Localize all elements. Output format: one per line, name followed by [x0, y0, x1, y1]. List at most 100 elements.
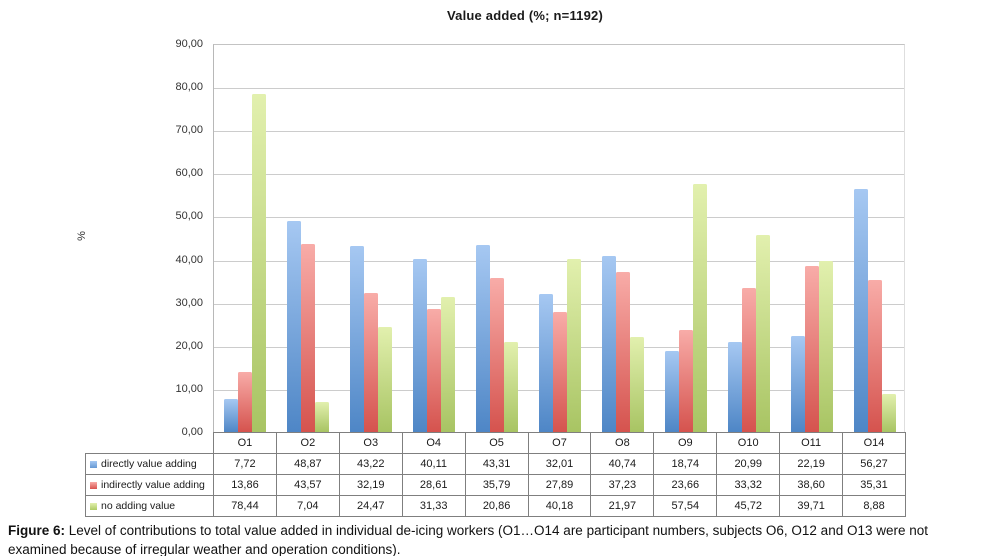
category-cell: O14	[842, 432, 906, 454]
chart-title: Value added (%; n=1192)	[447, 8, 603, 23]
gridline	[214, 131, 904, 133]
value-cell: 23,66	[653, 474, 718, 496]
figure-caption: Figure 6: Level of contributions to tota…	[8, 521, 986, 556]
bar-o10-no-adding-value	[755, 234, 770, 432]
y-tick-label: 80,00	[175, 81, 203, 94]
category-cell: O2	[275, 432, 340, 454]
y-tick-label: 70,00	[175, 124, 203, 137]
y-tick-label: 10,00	[175, 382, 203, 395]
bar-o2-no-adding-value	[315, 401, 330, 432]
bar-o4-no-adding-value	[441, 296, 456, 432]
series-name-label: no adding value	[101, 500, 176, 512]
bar-o7-no-adding-value	[567, 258, 581, 432]
bar-o8-no-adding-value	[629, 337, 644, 432]
legend-cell: directly value adding	[85, 453, 214, 475]
bar-o7-directly-value-adding	[539, 294, 553, 432]
category-header-row: O1 O2 O3 O4 O5 O7 O8 O9 O10 O11 O14	[86, 432, 906, 454]
category-cell: O1	[213, 432, 277, 454]
bar-o3-no-adding-value	[378, 326, 393, 432]
y-tick-label: 40,00	[175, 253, 203, 266]
bar-o9-no-adding-value	[692, 183, 707, 432]
value-cell: 32,01	[527, 453, 592, 475]
bar-o3-directly-value-adding	[350, 245, 365, 432]
value-cell: 35,31	[842, 474, 906, 496]
category-cell: O8	[590, 432, 655, 454]
bar-o10-indirectly-value-adding	[741, 288, 756, 432]
value-cell: 27,89	[527, 474, 592, 496]
series-name-label: directly value adding	[101, 458, 197, 470]
legend-swatch-icon	[90, 482, 97, 489]
category-cell: O10	[716, 432, 781, 454]
plot-area	[213, 44, 905, 432]
gridline	[214, 260, 904, 262]
bar-o1-indirectly-value-adding	[238, 372, 253, 432]
legend-cell: no adding value	[85, 495, 214, 517]
value-cell: 7,04	[275, 495, 340, 517]
legend-swatch-icon	[90, 503, 97, 510]
value-cell: 78,44	[213, 495, 277, 517]
y-tick-label: 60,00	[175, 167, 203, 180]
value-cell: 20,86	[464, 495, 529, 517]
bar-o4-directly-value-adding	[413, 259, 428, 432]
value-cell: 43,57	[275, 474, 340, 496]
value-cell: 40,11	[401, 453, 466, 475]
category-cell: O9	[653, 432, 718, 454]
bar-o14-directly-value-adding	[853, 189, 868, 432]
bar-o11-directly-value-adding	[790, 336, 805, 432]
bar-o3-indirectly-value-adding	[364, 293, 379, 432]
value-cell: 21,97	[590, 495, 655, 517]
value-cell: 13,86	[213, 474, 277, 496]
bar-o9-indirectly-value-adding	[678, 330, 693, 432]
y-tick-label: 20,00	[175, 339, 203, 352]
bar-o14-no-adding-value	[881, 393, 896, 432]
value-cell: 8,88	[842, 495, 906, 517]
value-cell: 24,47	[338, 495, 403, 517]
gridline	[214, 303, 904, 305]
value-cell: 7,72	[213, 453, 277, 475]
table-row: indirectly value adding 13,86 43,57 32,19 28…	[85, 474, 906, 496]
bar-o7-indirectly-value-adding	[553, 311, 567, 432]
value-cell: 35,79	[464, 474, 529, 496]
series-name-label: indirectly value adding	[101, 479, 205, 491]
table-corner-spacer	[86, 433, 214, 454]
bar-o8-indirectly-value-adding	[615, 271, 630, 432]
value-cell: 56,27	[842, 453, 906, 475]
value-cell: 57,54	[653, 495, 718, 517]
value-cell: 45,72	[716, 495, 781, 517]
bar-o14-indirectly-value-adding	[867, 279, 882, 432]
value-cell: 48,87	[275, 453, 340, 475]
category-cell: O7	[527, 432, 592, 454]
value-cell: 38,60	[779, 474, 844, 496]
value-cell: 40,74	[590, 453, 655, 475]
category-cell: O11	[779, 432, 844, 454]
y-tick-label: 30,00	[175, 296, 203, 309]
value-cell: 22,19	[779, 453, 844, 475]
value-cell: 28,61	[401, 474, 466, 496]
bar-o4-indirectly-value-adding	[427, 308, 442, 432]
value-cell: 20,99	[716, 453, 781, 475]
category-cell: O4	[401, 432, 466, 454]
gridline	[214, 174, 904, 176]
table-row: directly value adding 7,72 48,87 43,22 40,11…	[85, 453, 906, 475]
bar-o8-directly-value-adding	[601, 256, 616, 432]
figure-caption-text: Level of contributions to total value ad…	[8, 523, 929, 556]
bar-o5-directly-value-adding	[476, 245, 491, 432]
bar-o11-indirectly-value-adding	[804, 265, 819, 432]
y-axis-title: %	[76, 231, 88, 241]
bar-o9-directly-value-adding	[664, 351, 679, 432]
gridline	[214, 88, 904, 90]
y-tick-label: 0,00	[181, 426, 203, 438]
value-cell: 43,22	[338, 453, 403, 475]
value-cell: 33,32	[716, 474, 781, 496]
value-cell: 43,31	[464, 453, 529, 475]
y-tick-label: 90,00	[175, 38, 203, 50]
bar-o2-indirectly-value-adding	[301, 244, 316, 432]
legend-swatch-icon	[90, 461, 97, 468]
category-cell: O5	[464, 432, 529, 454]
bar-o10-directly-value-adding	[727, 341, 742, 432]
value-cell: 32,19	[338, 474, 403, 496]
y-tick-label: 50,00	[175, 210, 203, 223]
bar-o1-directly-value-adding	[224, 398, 239, 432]
data-table: O1 O2 O3 O4 O5 O7 O8 O9 O10 O11 O14 directly value …	[85, 432, 906, 517]
